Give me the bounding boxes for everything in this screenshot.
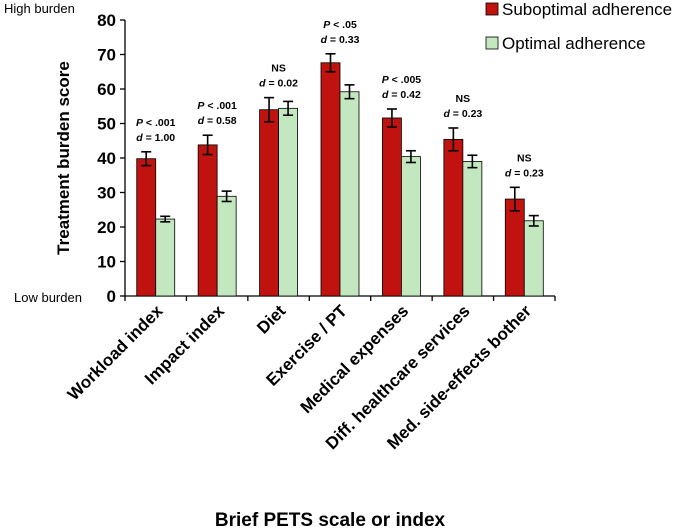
error-bar xyxy=(264,96,275,123)
stat-p-label: P < .005 xyxy=(382,74,422,86)
x-axis-title: Brief PETS scale or index xyxy=(215,510,446,531)
stat-p-label: NS xyxy=(271,63,286,75)
bar-optimal xyxy=(278,107,298,297)
bar-optimal xyxy=(462,161,483,297)
bar-suboptimal xyxy=(197,144,218,297)
category-label: Workload index xyxy=(64,301,167,404)
legend-swatch-suboptimal xyxy=(485,2,499,16)
y-tick-label: 40 xyxy=(97,149,116,168)
error-bar xyxy=(344,84,355,100)
y-tick-label: 20 xyxy=(97,218,116,237)
error-bar xyxy=(283,100,294,117)
y-tick-label: 30 xyxy=(97,184,116,203)
error-bar xyxy=(528,214,539,227)
legend-label-suboptimal: Suboptimal adherence xyxy=(502,0,672,19)
legend-swatch-optimal xyxy=(485,36,499,50)
y-tick-label: 80 xyxy=(97,11,116,30)
stat-d-label: d = 0.23 xyxy=(443,108,482,120)
stat-d-label: d = 0.33 xyxy=(321,34,360,46)
y-tick-label: 10 xyxy=(97,253,116,272)
stat-d-label: d = 0.23 xyxy=(505,167,544,179)
stat-p-label: P < .05 xyxy=(323,19,357,31)
category-label: Medical expenses xyxy=(297,301,413,417)
bar-suboptimal xyxy=(259,109,279,297)
bar-suboptimal xyxy=(443,138,464,297)
error-bar xyxy=(467,154,478,169)
category-label: Diet xyxy=(253,301,289,337)
bar-optimal xyxy=(216,195,237,297)
stat-p-label: P < .001 xyxy=(136,117,176,129)
stat-d-label: d = 0.42 xyxy=(382,89,421,101)
bar-suboptimal xyxy=(504,198,525,297)
bar-suboptimal xyxy=(136,158,157,297)
stat-d-label: d = 0.02 xyxy=(259,78,298,90)
y-top-annotation: High burden xyxy=(4,1,75,16)
error-bar xyxy=(509,186,520,212)
stat-d-label: d = 1.00 xyxy=(136,132,175,144)
stat-p-label: P < .001 xyxy=(197,100,237,112)
y-tick-label: 60 xyxy=(97,80,116,99)
error-bar xyxy=(405,149,416,164)
bar-optimal xyxy=(401,156,421,297)
y-tick-label: 70 xyxy=(97,46,116,65)
y-axis-title: Treatment burden score xyxy=(54,61,73,255)
legend-label-optimal: Optimal adherence xyxy=(502,34,646,53)
error-bar xyxy=(386,108,397,128)
y-tick-label: 0 xyxy=(107,287,116,306)
error-bar xyxy=(202,134,213,156)
error-bar xyxy=(160,215,171,223)
error-bar xyxy=(325,53,336,73)
stat-d-label: d = 0.58 xyxy=(198,115,237,127)
error-bar xyxy=(141,150,152,167)
bar-optimal xyxy=(523,220,544,297)
stat-p-label: NS xyxy=(456,93,471,105)
error-bar xyxy=(221,190,232,203)
error-bar xyxy=(448,127,459,152)
y-tick-label: 50 xyxy=(97,115,116,134)
bar-suboptimal xyxy=(320,62,341,297)
bar-optimal xyxy=(339,91,360,297)
bar-optimal xyxy=(155,218,176,297)
y-bottom-annotation: Low burden xyxy=(14,290,82,305)
bar-suboptimal xyxy=(382,117,402,297)
stat-p-label: NS xyxy=(517,152,532,164)
